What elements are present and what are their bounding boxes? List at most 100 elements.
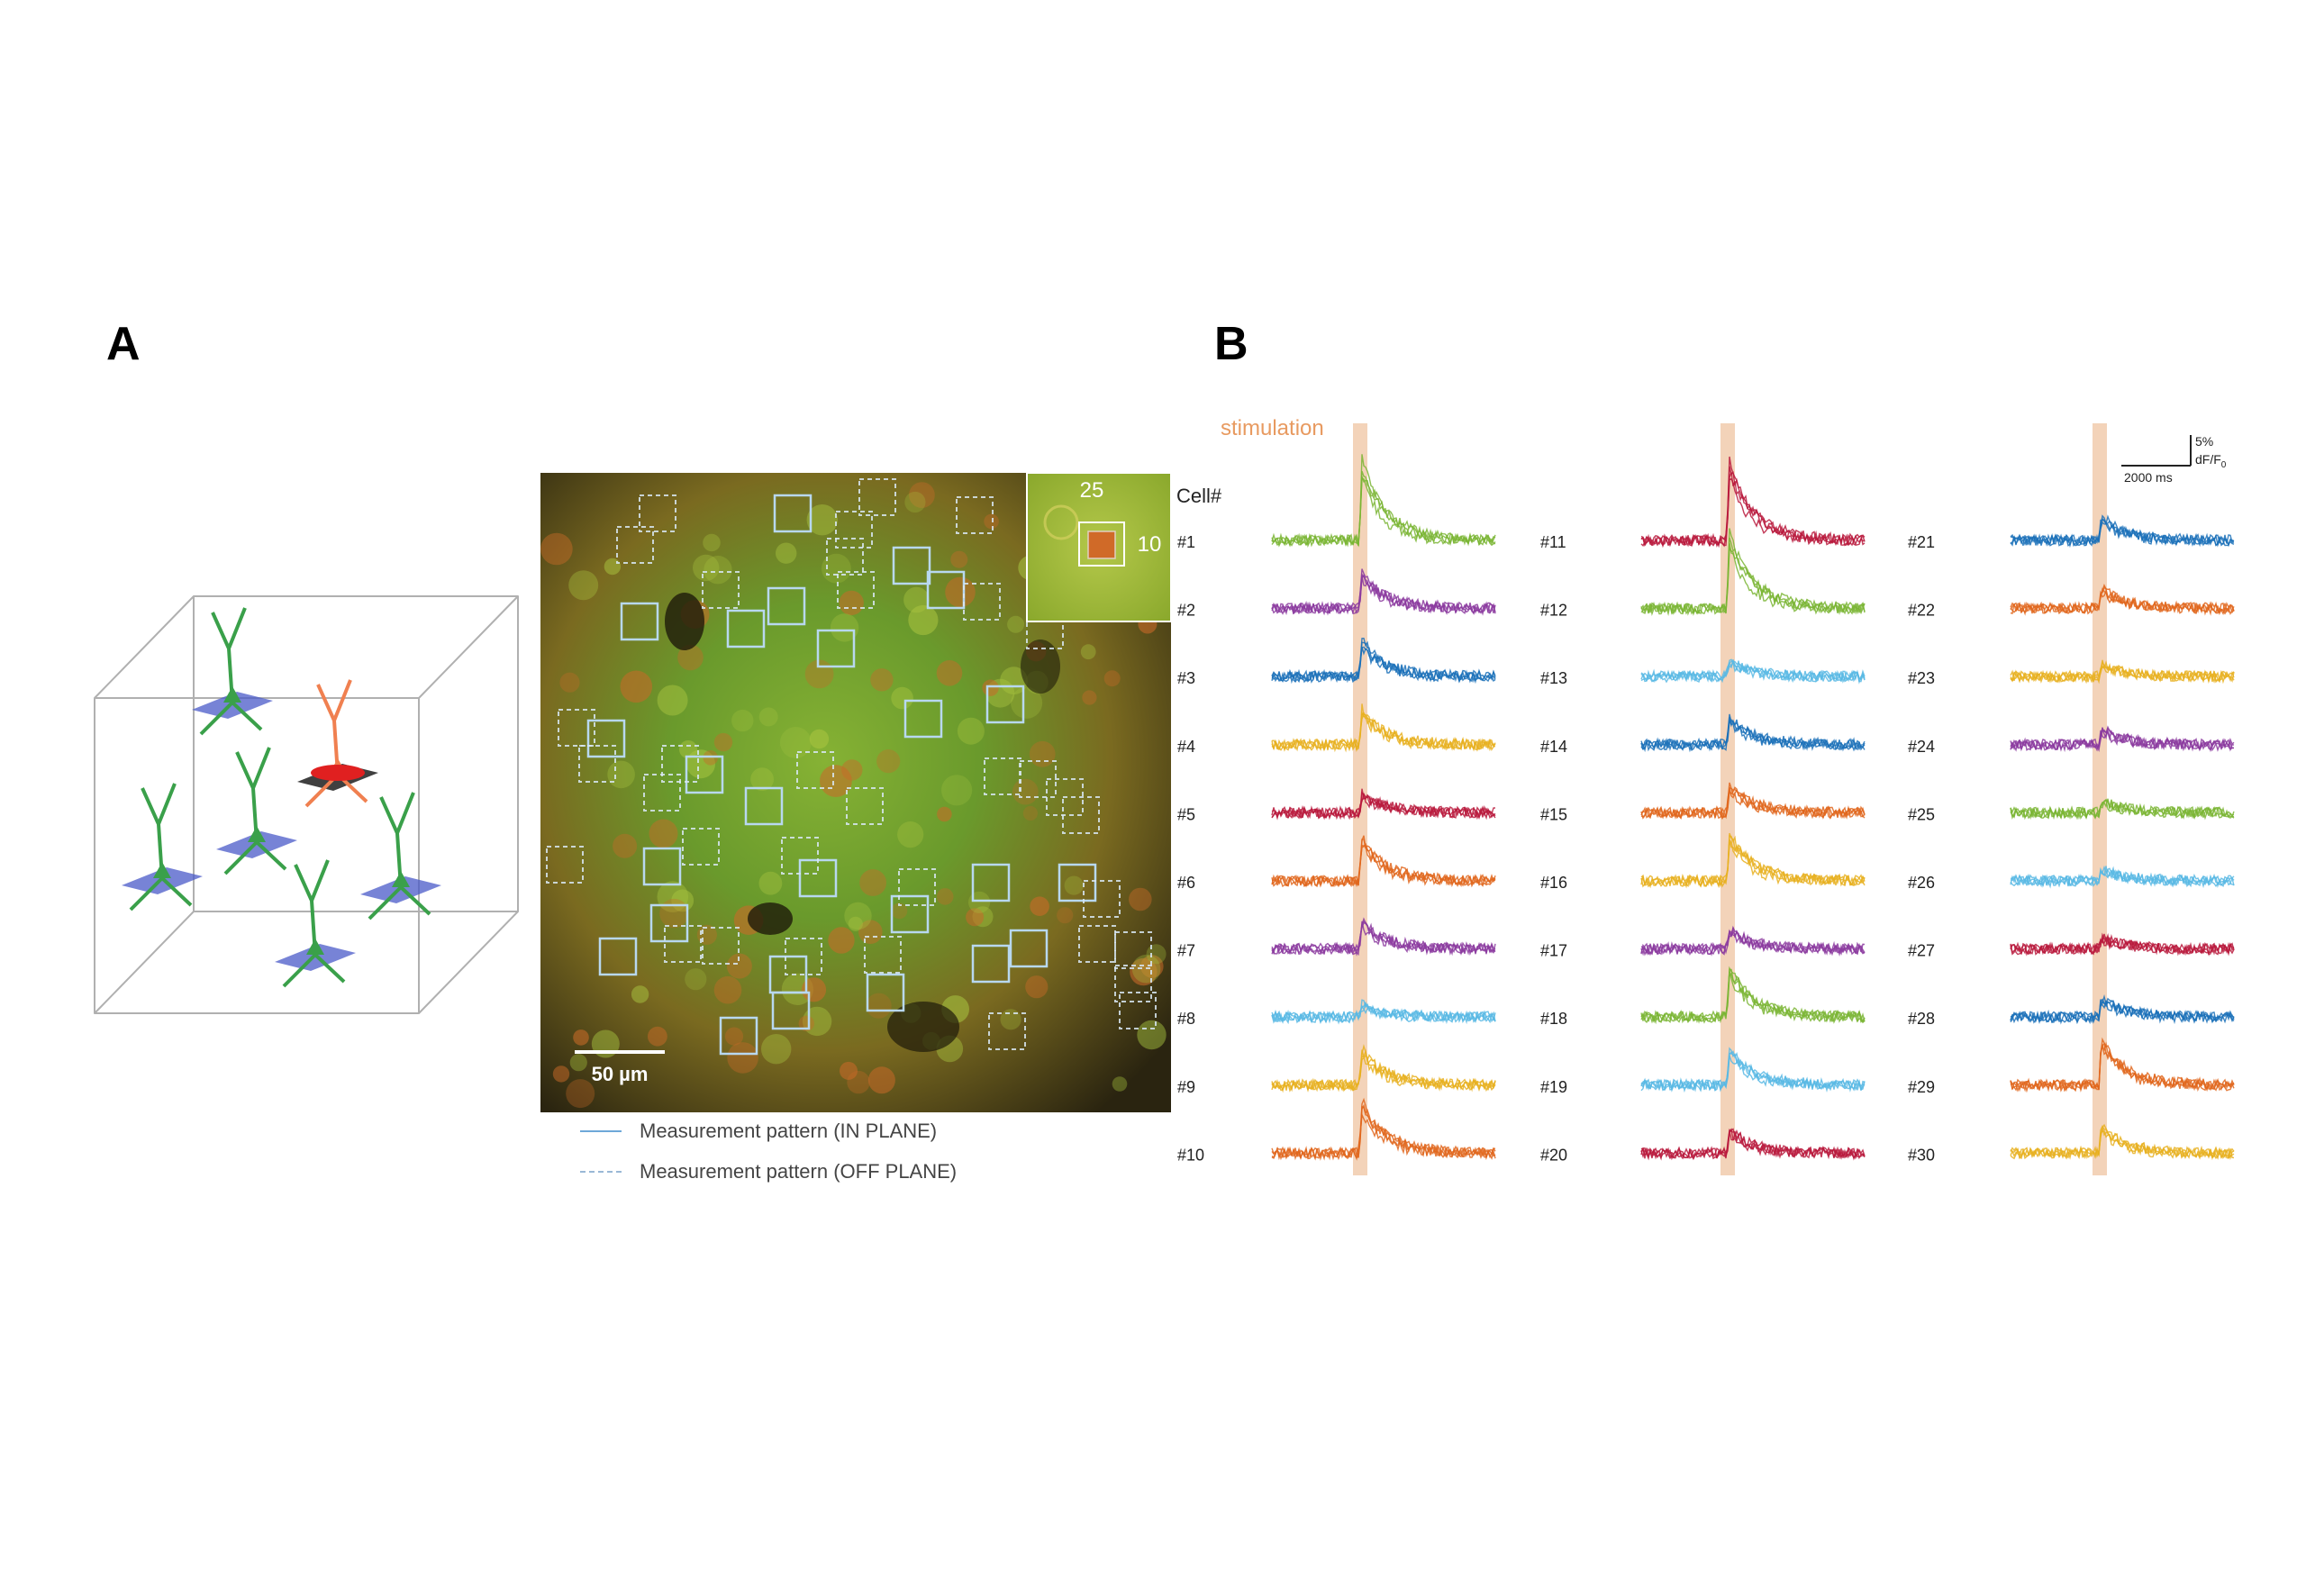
cell-body — [1057, 907, 1074, 924]
cell-label: #30 — [1908, 1146, 1935, 1164]
trace-line — [1271, 791, 1496, 821]
roi-off-plane — [702, 571, 740, 609]
cell-body — [726, 953, 752, 979]
stimulation-band — [2093, 423, 2107, 1175]
roi-off-plane — [796, 751, 834, 789]
roi-off-plane — [963, 583, 1001, 621]
cell-body — [936, 888, 954, 905]
cell-label: #12 — [1540, 602, 1567, 620]
inset-roi-outer — [1078, 521, 1125, 567]
trace-line — [1640, 542, 1866, 616]
trace-line — [2010, 514, 2235, 548]
cell-body — [569, 1054, 587, 1072]
cell-body — [559, 672, 580, 693]
cell-body — [1080, 644, 1096, 660]
micrograph: 25 10 50 µm — [540, 472, 1172, 1112]
zoom-inset: 25 10 — [1026, 472, 1172, 622]
cell-body — [957, 717, 985, 745]
soma — [223, 686, 241, 703]
cell-body — [820, 765, 852, 797]
roi-off-plane — [546, 846, 584, 884]
cell-body — [984, 513, 999, 530]
cell-body — [566, 1079, 595, 1109]
trace-line — [2010, 932, 2235, 957]
trace-line — [1271, 646, 1496, 684]
cell-body — [904, 491, 926, 513]
roi-in-plane — [649, 903, 689, 943]
cell-label: #4 — [1177, 738, 1195, 756]
roi-in-plane — [744, 786, 784, 826]
trace-line — [1640, 472, 1866, 548]
cell-body — [704, 556, 732, 585]
roi-in-plane — [1009, 929, 1049, 968]
dark-vessel — [887, 1002, 959, 1052]
roi-off-plane — [781, 837, 819, 875]
cell-body — [941, 775, 973, 806]
cell-body — [620, 670, 653, 703]
trace-line — [1640, 456, 1866, 548]
roi-in-plane — [890, 894, 930, 934]
cell-body — [1007, 615, 1025, 633]
cell-body — [1000, 667, 1028, 695]
cell-label: #25 — [1908, 805, 1935, 823]
neuron — [192, 607, 273, 736]
cell-label: #29 — [1908, 1078, 1935, 1096]
cell-body — [876, 749, 901, 774]
stimulation-label: stimulation — [1221, 416, 1324, 440]
cell-body — [776, 542, 797, 564]
cell-label: #16 — [1540, 874, 1567, 892]
cell-body — [1112, 1076, 1128, 1092]
roi-in-plane — [985, 685, 1025, 724]
roi-off-plane — [898, 868, 936, 906]
cell-label: #14 — [1540, 738, 1567, 756]
cell-body — [713, 975, 742, 1004]
inset-roi-inner — [1087, 530, 1116, 559]
cell-label: #3 — [1177, 669, 1195, 687]
cell-body — [950, 550, 968, 568]
cell-body — [540, 532, 573, 566]
roi-off-plane — [1114, 965, 1152, 1002]
cell-body — [891, 902, 908, 920]
cell-body — [830, 613, 859, 642]
cell-body — [648, 1026, 667, 1047]
trace-line — [2010, 1042, 2235, 1093]
roi-in-plane — [598, 937, 638, 976]
trace-line — [2010, 865, 2235, 889]
roi-in-plane — [642, 847, 682, 886]
cell-label: #6 — [1177, 874, 1195, 892]
cell-label: #24 — [1908, 738, 1935, 756]
trace-line — [1640, 839, 1866, 889]
roi-in-plane — [971, 863, 1011, 902]
cell-label: #8 — [1177, 1010, 1195, 1028]
cell-body — [693, 554, 720, 582]
cell-body — [1030, 896, 1049, 916]
cell-body — [909, 482, 935, 508]
roi-in-plane — [685, 755, 724, 794]
roi-off-plane — [988, 1012, 1026, 1050]
inset-label-25: 25 — [1080, 478, 1104, 503]
cube-outline — [94, 595, 519, 1014]
focal-plane — [275, 944, 356, 971]
cell-body — [713, 732, 733, 752]
roi-off-plane — [1114, 931, 1152, 969]
scale-y-unit-sub: 0 — [2221, 460, 2227, 470]
roi-in-plane — [771, 991, 811, 1030]
dark-vessel — [665, 593, 704, 650]
cell-label: #11 — [1540, 533, 1566, 551]
calcium-traces: stimulation Cell# 5% dF/F0 2000 ms #1 #2 #3 #4 #5… — [1176, 416, 2235, 1175]
cell-body — [1082, 690, 1097, 705]
dendrites — [223, 747, 287, 875]
cell-label: #19 — [1540, 1078, 1567, 1096]
cell-body — [649, 819, 678, 848]
neuron — [216, 747, 297, 875]
cell-body — [677, 644, 704, 671]
cell-body — [848, 916, 863, 931]
inset-label-10: 10 — [1138, 532, 1162, 557]
cell-label: #10 — [1177, 1146, 1204, 1164]
roi-off-plane — [1062, 796, 1100, 834]
trace-line — [1640, 1129, 1866, 1160]
cell-body — [750, 767, 774, 792]
cell-body — [840, 1061, 858, 1080]
focal-plane — [192, 692, 273, 719]
soma — [153, 862, 171, 878]
